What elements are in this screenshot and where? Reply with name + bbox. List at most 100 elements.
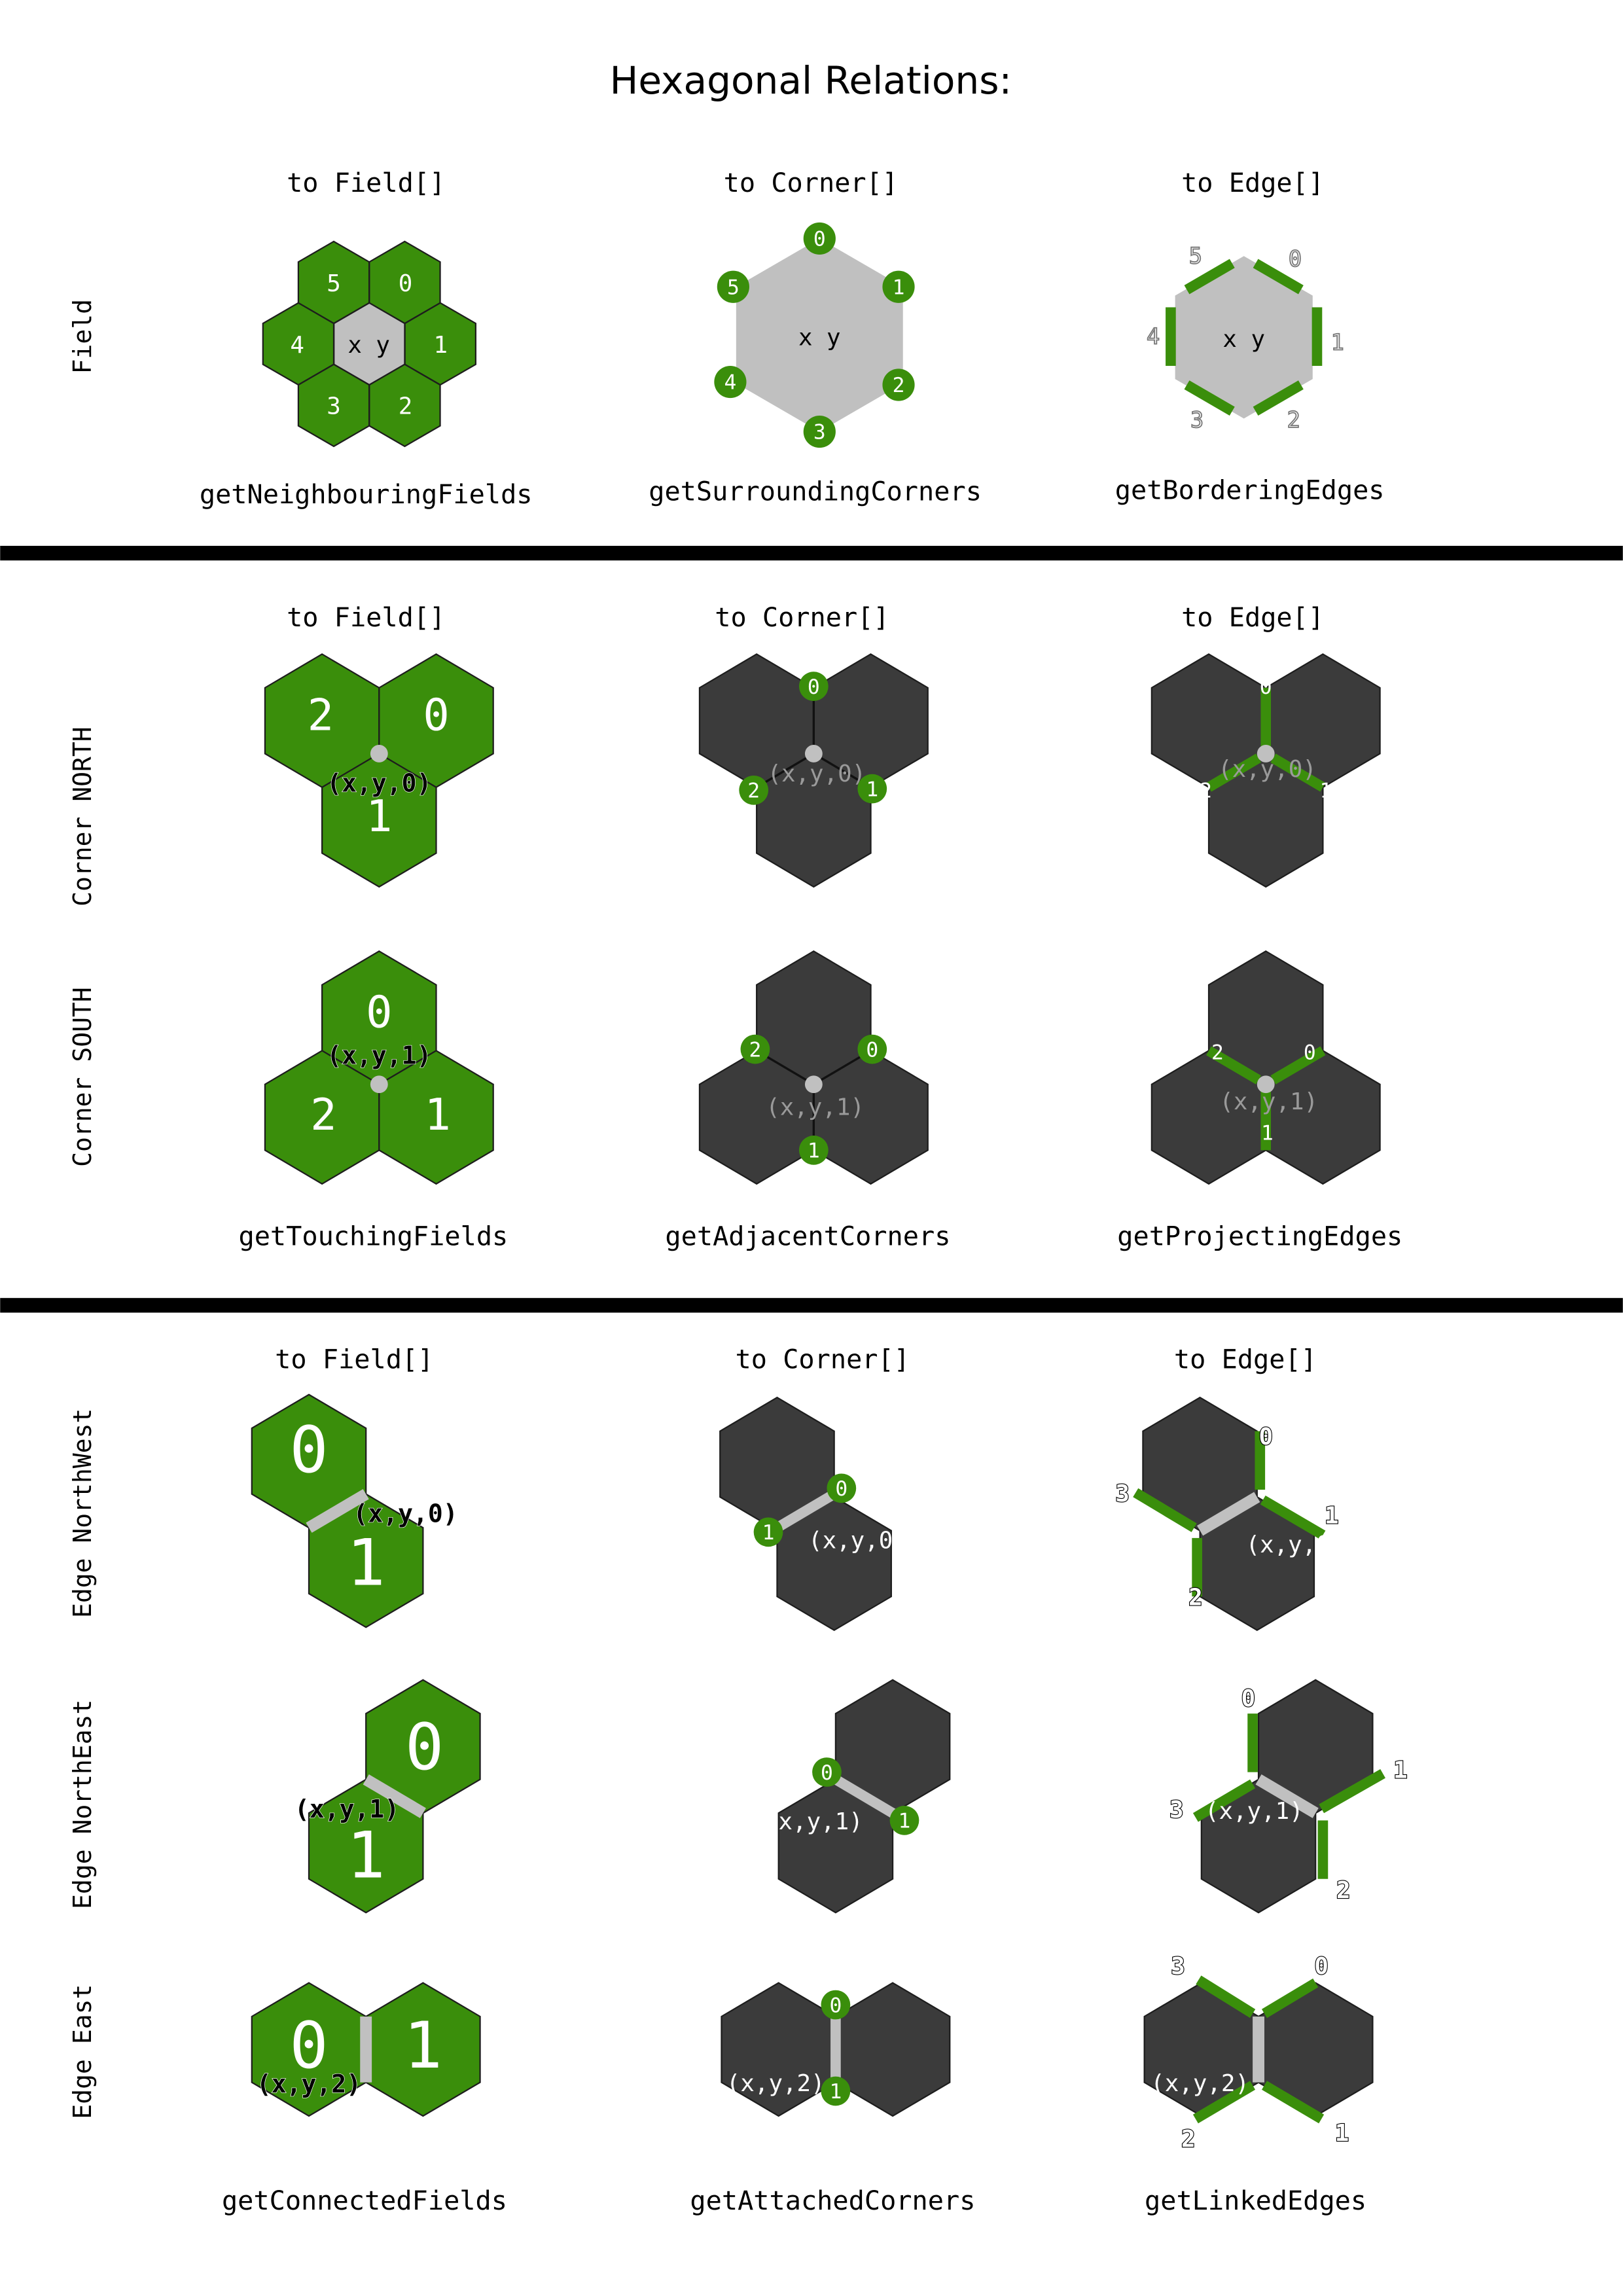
corner-label-1: 1 — [899, 1810, 911, 1833]
corner-label-1: 1 — [893, 276, 905, 299]
edge-label-3: 3 — [1171, 1953, 1185, 1980]
neighbour-label-0: 0 — [399, 270, 413, 297]
col-header-corner-3: to Corner[] — [736, 1344, 910, 1374]
fn-get-neighbouring-fields: getNeighbouringFields — [200, 480, 533, 510]
fn-get-connected-fields: getConnectedFields — [222, 2186, 507, 2216]
corner-point — [804, 1075, 823, 1094]
center-label-edge-e: (x,y,2) — [257, 2070, 361, 2098]
center-label-corner-north: (x,y,0) — [767, 761, 866, 787]
edge-nw-to-corner-panel: 0 1 (x,y,0) — [719, 1396, 907, 1632]
edge-e-to-corner-panel: 0 1 (x,y,2) — [721, 1982, 951, 2117]
connected-field-label-1: 1 — [347, 1526, 385, 1600]
center-field-hex — [1175, 256, 1313, 419]
col-header-field-3: to Field[] — [275, 1344, 433, 1374]
dark-hex-right — [834, 1982, 951, 2117]
edge-label-2: 2 — [1188, 1585, 1203, 1611]
edge-ne-to-field-panel: 0 1 (x,y,1) — [294, 1679, 481, 1914]
col-header-corner-1: to Corner[] — [724, 168, 898, 198]
center-label-edge-e: (x,y,2) — [1150, 2070, 1249, 2097]
corner-dot-1 — [753, 1517, 783, 1547]
edge-bar-2 — [1206, 753, 1262, 792]
center-label-edge-nw: (x,y,0) — [808, 1527, 907, 1554]
fn-get-surrounding-corners: getSurroundingCorners — [649, 477, 982, 507]
corner-dot-2 — [882, 368, 915, 401]
corner-south-to-edge-panel: 0 1 2 (x,y,1) — [1150, 950, 1381, 1185]
corner-north-to-edge-panel: 0 1 2 (x,y,0) — [1150, 653, 1381, 888]
neighbour-label-4: 4 — [290, 332, 304, 359]
edge-e-to-edge-panel: 0 1 2 3 (x,y,2) — [1143, 1952, 1374, 2153]
corner-label-0: 0 — [821, 1761, 833, 1785]
center-label-corner-south: (x,y,1) — [327, 1041, 431, 1069]
edge-e-to-field-panel: 0 1 (x,y,2) — [251, 1982, 481, 2117]
col-header-edge-2: to Edge[] — [1181, 603, 1324, 633]
edge-bar-1 — [1260, 1495, 1326, 1540]
edge-label-1: 1 — [1261, 1122, 1274, 1145]
corner-dot-0 — [821, 1990, 851, 2020]
corner-label-0: 0 — [835, 1477, 847, 1501]
center-label-corner-north: (x,y,0) — [1218, 756, 1317, 783]
center-label-field: x y — [1222, 326, 1265, 353]
corner-label-0: 0 — [829, 1994, 842, 2017]
row-label-edge-e: Edge East — [68, 1984, 97, 2119]
edge-label-3: 3 — [1169, 1797, 1184, 1823]
corner-dot-0 — [857, 1034, 887, 1064]
center-label-corner-south: (x,y,1) — [1219, 1088, 1318, 1115]
connected-field-label-1: 1 — [347, 1819, 385, 1893]
edge-nw-to-edge-panel: 0 1 2 3 (x,y,0) — [1115, 1396, 1345, 1632]
corner-label-4: 4 — [724, 371, 736, 395]
edge-bar-3 — [1196, 1975, 1256, 2018]
neighbour-label-5: 5 — [327, 270, 341, 297]
col-header-edge-1: to Edge[] — [1181, 168, 1324, 198]
center-label-edge-nw: (x,y,0) — [353, 1499, 457, 1528]
edge-bar-1 — [1262, 2081, 1325, 2124]
corner-point — [1257, 745, 1275, 762]
edge-label-2: 2 — [1336, 1877, 1351, 1904]
touching-field-label-1: 1 — [366, 791, 392, 842]
separator-1 — [0, 545, 1623, 561]
field-to-field-panel: 5 0 4 1 3 2 x y — [262, 240, 476, 448]
connected-field-label-0: 0 — [289, 2009, 328, 2083]
corner-label-2: 2 — [893, 374, 905, 397]
edge-label-0: 0 — [1304, 1041, 1316, 1065]
row-label-edge-nw: Edge NorthWest — [68, 1408, 97, 1618]
field-to-corner-panel: 0 1 2 3 4 5 x y — [714, 222, 915, 448]
corner-point — [370, 745, 388, 762]
connected-field-label-0: 0 — [405, 1710, 444, 1785]
corner-south-to-field-panel: 0 2 1 (x,y,1) — [264, 950, 494, 1185]
touching-field-label-1: 1 — [425, 1089, 451, 1140]
center-label-edge-nw: (x,y,0) — [1246, 1532, 1345, 1558]
fn-get-touching-fields: getTouchingFields — [238, 1222, 508, 1252]
edge-ne-to-corner-panel: 0 1 (x,y,1) — [764, 1679, 951, 1914]
neighbour-label-1: 1 — [433, 332, 448, 359]
fn-get-projecting-edges: getProjectingEdges — [1117, 1222, 1402, 1252]
edge-bar-1 — [1319, 1769, 1385, 1814]
neighbour-hex-2 — [368, 363, 441, 448]
corner-dot-2 — [740, 1034, 770, 1064]
row-label-corner-north: Corner NORTH — [68, 726, 97, 906]
edge-highlight — [825, 1770, 903, 1822]
connected-field-label-0: 0 — [289, 1413, 328, 1488]
edge-label-0: 0 — [1241, 1685, 1256, 1712]
center-label-field: x y — [348, 332, 390, 359]
separator-2 — [0, 1298, 1623, 1313]
edge-highlight — [1197, 1492, 1260, 1536]
corner-dot-1 — [889, 1806, 919, 1835]
edge-label-2: 2 — [1200, 780, 1212, 803]
corner-south-to-corner-panel: 0 1 2 (x,y,1) — [698, 950, 929, 1185]
edge-bar-2 — [1206, 1046, 1262, 1085]
corner-point — [804, 745, 823, 762]
corner-point — [1257, 1075, 1275, 1094]
col-header-corner-2: to Corner[] — [715, 603, 889, 633]
edge-highlight — [1255, 1774, 1319, 1818]
corner-dot-3 — [803, 415, 836, 448]
edge-bar-2 — [1253, 380, 1304, 416]
touching-field-label-0: 0 — [423, 690, 449, 741]
center-label-field: x y — [798, 325, 841, 351]
corner-dot-0 — [827, 1473, 857, 1503]
edge-bar-0 — [1253, 259, 1304, 295]
edge-label-2: 2 — [1287, 407, 1300, 433]
fn-get-adjacent-corners: getAdjacentCorners — [665, 1222, 950, 1252]
edge-bar-3 — [1192, 1779, 1256, 1822]
row-label-edge-ne: Edge NorthEast — [68, 1700, 97, 1909]
edge-label-1: 1 — [1331, 329, 1344, 355]
